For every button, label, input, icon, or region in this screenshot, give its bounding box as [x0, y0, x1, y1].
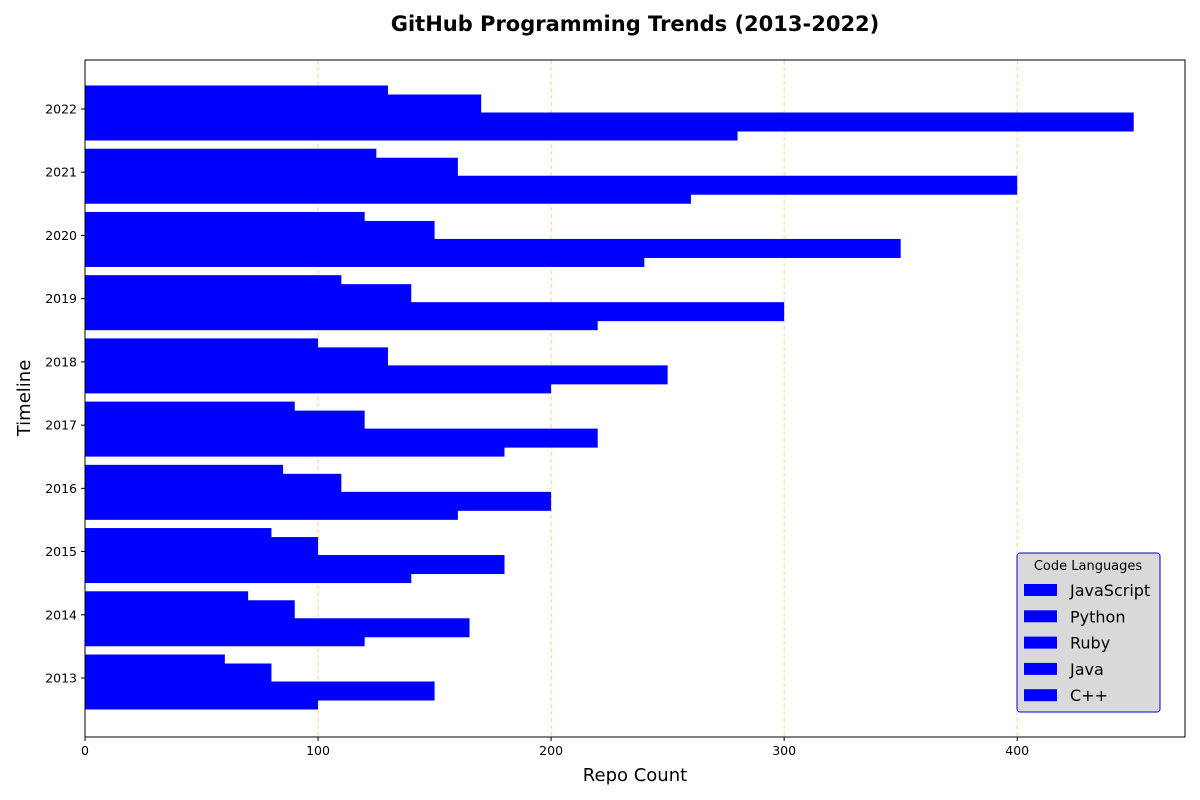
legend-label-ruby: Ruby — [1070, 634, 1110, 653]
bar-cpp-2016 — [85, 500, 458, 520]
x-tick-label-200: 200 — [539, 743, 563, 758]
bar-cpp-2022 — [85, 121, 738, 141]
legend-label-cpp: C++ — [1070, 686, 1108, 705]
bar-cpp-2017 — [85, 437, 505, 457]
y-tick-label-2019: 2019 — [45, 291, 77, 306]
legend-swatch-cpp — [1024, 689, 1057, 702]
x-tick-label-0: 0 — [81, 743, 89, 758]
y-tick-label-2020: 2020 — [45, 228, 77, 243]
y-tick-label-2022: 2022 — [45, 102, 77, 117]
y-tick-label-2021: 2021 — [45, 165, 77, 180]
legend-title: Code Languages — [1034, 559, 1143, 574]
y-tick-label-2017: 2017 — [45, 418, 77, 433]
bar-cpp-2014 — [85, 627, 365, 647]
legend-swatch-java — [1024, 662, 1057, 675]
y-tick-label-2016: 2016 — [45, 481, 77, 496]
bar-cpp-2015 — [85, 564, 412, 584]
legend-label-java: Java — [1069, 660, 1104, 679]
bar-cpp-2020 — [85, 247, 645, 267]
legend-swatch-ruby — [1024, 636, 1057, 649]
y-axis-ticks: 2013 2014 2015 2016 2017 2018 2019 2020 2021 2022 — [45, 102, 85, 686]
y-tick-label-2013: 2013 — [45, 671, 77, 686]
legend-swatch-javascript — [1024, 584, 1057, 596]
plot-frame — [84, 59, 1186, 738]
legend-label-python: Python — [1070, 607, 1125, 626]
y-tick-label-2014: 2014 — [45, 607, 77, 622]
x-tick-label-100: 100 — [306, 743, 330, 758]
bar-cpp-2019 — [85, 311, 598, 331]
x-tick-label-300: 300 — [772, 743, 796, 758]
bar-cpp-2018 — [85, 374, 552, 394]
legend-label-javascript: JavaScript — [1069, 581, 1150, 600]
y-tick-label-2018: 2018 — [45, 354, 77, 369]
bars — [85, 85, 1134, 710]
x-axis-ticks: 0 100 200 300 400 — [81, 737, 1029, 758]
chart-title: GitHub Programming Trends (2013-2022) — [391, 12, 880, 36]
y-axis-title: Timeline — [14, 360, 35, 438]
x-axis-title: Repo Count — [583, 765, 687, 786]
legend: Code Languages JavaScript Python Ruby Java C… — [1016, 552, 1161, 713]
bar-cpp-2013 — [85, 690, 319, 710]
x-tick-label-400: 400 — [1005, 743, 1029, 758]
legend-swatch-python — [1024, 610, 1057, 623]
y-tick-label-2015: 2015 — [45, 544, 77, 559]
bar-cpp-2021 — [85, 184, 691, 204]
